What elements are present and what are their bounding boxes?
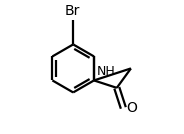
Text: Br: Br xyxy=(65,4,80,18)
Text: NH: NH xyxy=(96,65,115,78)
Text: O: O xyxy=(126,101,137,115)
